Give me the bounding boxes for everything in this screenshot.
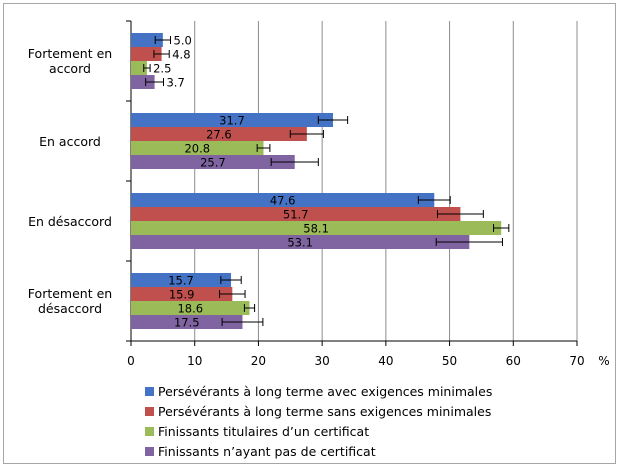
bar [131,75,155,89]
legend-swatch [145,426,154,436]
bar [131,193,435,207]
bar [131,113,333,127]
data-label: 20.8 [184,142,210,156]
category-label: En accord [39,133,101,149]
legend-label: Persévérants à long terme sans exigences… [158,403,492,419]
legend-item: Persévérants à long terme sans exigences… [145,401,492,421]
bar [131,141,264,155]
data-label: 3.7 [166,76,184,90]
data-label: 18.6 [177,302,203,316]
category-label: En désaccord [28,213,112,229]
legend-swatch [145,406,154,416]
bar [131,221,502,235]
legend-swatch [145,446,154,456]
data-label: 31.7 [219,114,245,128]
chart-legend: Persévérants à long terme avec exigences… [145,381,492,461]
data-label: 58.1 [303,222,329,236]
legend-label: Finissants titulaires d’un certificat [158,423,370,439]
category-label: Fortement en désaccord [27,286,113,316]
legend-item: Persévérants à long terme avec exigences… [145,381,492,401]
x-tick-label: 50 [442,354,457,368]
bar [131,127,307,141]
bar [131,287,233,301]
x-unit-label: % [598,354,609,368]
data-label: 25.7 [200,156,226,170]
data-label: 47.6 [270,194,296,208]
x-tick-label: 60 [506,354,521,368]
bar [131,61,147,75]
data-label: 17.5 [174,316,200,330]
data-label: 2.5 [153,62,171,76]
legend-item: Finissants n’ayant pas de certificat [145,441,492,461]
data-label: 53.1 [287,236,313,250]
data-label: 4.8 [172,48,190,62]
bar [131,235,470,249]
data-label: 15.7 [168,274,194,288]
category-label: Fortement en accord [27,46,113,76]
x-tick-label: 20 [251,354,266,368]
legend-item: Finissants titulaires d’un certificat [145,421,492,441]
data-label: 5.0 [174,34,192,48]
data-label: 27.6 [206,128,232,142]
x-tick-label: 40 [378,354,393,368]
bar [131,315,243,329]
bar [131,273,232,287]
legend-label: Persévérants à long terme avec exigences… [158,383,493,399]
bar [131,155,295,169]
x-tick-label: 0 [127,354,135,368]
bar [131,301,250,315]
x-tick-label: 70 [569,354,584,368]
bar [131,207,461,221]
data-label: 15.9 [169,288,195,302]
x-tick-label: 30 [315,354,330,368]
legend-label: Finissants n’ayant pas de certificat [158,443,376,459]
data-label: 51.7 [283,208,309,222]
legend-swatch [145,386,154,396]
x-tick-label: 10 [187,354,202,368]
